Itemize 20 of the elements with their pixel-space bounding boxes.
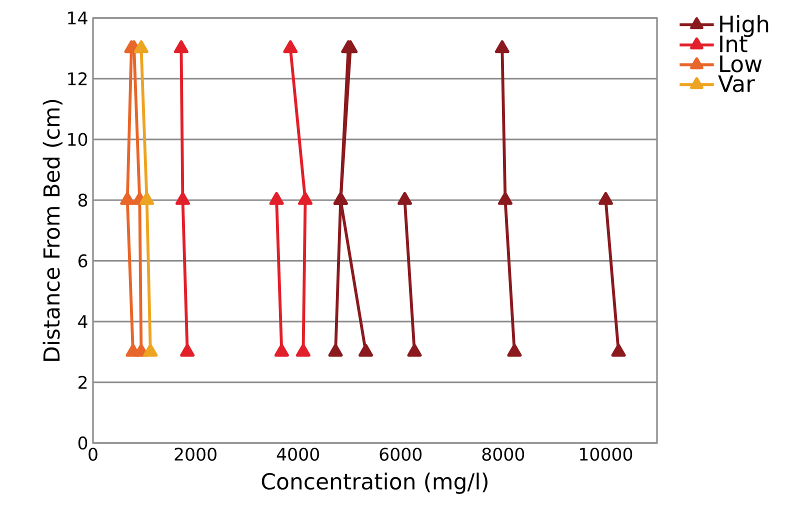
legend-label: High — [720, 15, 768, 38]
x-axis-title: Concentration (mg/l) — [262, 472, 488, 494]
y-tick-label: 6 — [78, 254, 88, 268]
x-tick-label: 2000 — [174, 448, 216, 461]
x-tick-label: 6000 — [380, 448, 422, 461]
y-tick-label: 0 — [78, 436, 88, 450]
y-axis-title: Distance From Bed (cm) — [42, 100, 62, 361]
x-tick-label: 10000 — [580, 448, 632, 461]
y-tick-label: 8 — [78, 194, 88, 207]
y-tick-label: 4 — [78, 315, 88, 328]
y-tick-label: 14 — [68, 12, 88, 24]
y-tick-label: 2 — [78, 376, 87, 389]
legend-label: Int — [720, 36, 748, 52]
legend-label: Low — [720, 56, 762, 72]
y-tick-label: 10 — [68, 132, 88, 146]
x-tick-label: 4000 — [276, 448, 319, 461]
y-tick-label: 12 — [68, 72, 87, 86]
x-tick-label: 8000 — [482, 448, 524, 461]
x-tick-label: 0 — [88, 448, 98, 461]
legend-label: Var — [718, 75, 755, 92]
